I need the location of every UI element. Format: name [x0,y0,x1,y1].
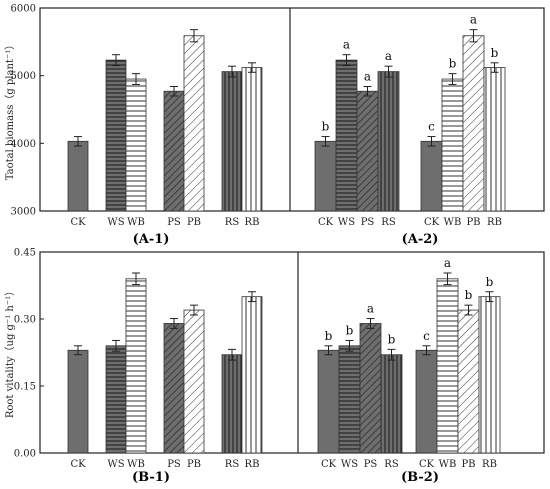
a-2-bar-ws [335,59,358,212]
b-1-bar-rb [241,296,263,454]
b-1-category-label: RB [245,459,260,470]
a-2-sig-letter: b [491,46,499,60]
y-axis-title-top: Taotal biomass（g plant⁻¹） [4,40,16,180]
b-2-category-label: PB [461,459,475,470]
a-2-sig-letter: c [428,120,435,134]
b-2-bar-rb [478,296,501,454]
a-1-category-label: RB [245,217,260,228]
b-1-bar-ws [105,345,127,454]
a-2-category-label: WB [444,217,462,228]
b-2-category-label: WB [439,459,457,470]
b-2-sig-letter: b [346,323,354,337]
b-2-bar-wb [436,278,459,454]
a-1-bar-wb [125,78,147,212]
b-2-bar-ws [338,345,361,454]
a-1-category-label: WS [107,217,124,228]
b-2-sig-letter: b [465,288,473,302]
b-2-sig-letter: b [325,329,333,343]
a-2-bar-ps [356,90,379,212]
a-2-category-label: WS [338,217,355,228]
a-2-category-label: CK [424,217,440,228]
a-1-ytick-label: 3000 [11,207,36,218]
b-2-category-label: PS [364,459,378,470]
a-2-sig-letter: a [343,38,350,52]
b-1-ytick-label: 0.30 [14,315,36,326]
b-2-category-label: RB [482,459,497,470]
a-1-category-label: PS [167,217,181,228]
b-1-bar-pb [183,309,205,454]
a-1-category-label: RS [225,217,240,228]
bottom-panel-frame [39,251,545,454]
a-2-sig-letter: a [470,13,477,27]
a-2-sig-letter: a [364,69,371,83]
a-1-ytick-label: 4000 [11,139,36,150]
b-2-category-label: RS [384,459,399,470]
b-1-category-label: PB [187,459,201,470]
b-1-category-label: CK [70,459,86,470]
b-2-sig-letter: b [388,332,396,346]
b-1-ytick-label: 0.00 [14,449,36,460]
a-2-category-label: CK [318,217,334,228]
a-2-bar-ck [420,140,443,212]
a-1-bar-pb [183,35,205,212]
a-1-bar-rb [241,67,263,212]
a-2-bar-rb [483,67,506,212]
b-2-sig-letter: a [444,256,451,270]
a-2-sig-letter: b [322,120,330,134]
panel-label-a1: (A-1) [133,232,170,247]
a-2-bar-ck [314,140,337,212]
a-1-category-label: CK [70,217,86,228]
a-2-bar-rs [377,71,400,212]
b-2-sig-letter: b [486,275,494,289]
panel-label-b2: (B-2) [401,470,439,485]
a-1-bar-rs [221,71,243,212]
a-1-category-label: PB [187,217,201,228]
a-2-sig-letter: a [385,49,392,63]
panel-label-b1: (B-1) [132,470,170,485]
a-1-ytick-label: 6000 [11,4,36,15]
b-2-sig-letter: a [367,302,374,316]
b-2-bar-rs [380,354,403,454]
a-1-bar-ps [163,90,185,212]
top-panel-frame [39,7,545,212]
b-2-bar-pb [457,309,480,454]
panel-label-a2: (A-2) [402,232,439,247]
b-2-bar-ck [415,349,438,454]
b-1-category-label: WB [127,459,145,470]
b-2-category-label: CK [321,459,337,470]
b-1-bar-wb [125,278,147,454]
a-2-bar-wb [441,78,464,212]
b-1-category-label: PS [167,459,181,470]
b-2-bar-ps [359,323,382,454]
b-1-bar-rs [221,354,243,454]
a-2-sig-letter: b [449,57,457,71]
y-axis-title-bottom: Root vitality（ug g⁻¹ h⁻¹） [4,286,16,418]
b-1-ytick-label: 0.45 [14,248,36,259]
b-1-ytick-label: 0.15 [14,382,36,393]
a-2-category-label: PS [361,217,375,228]
a-2-category-label: RS [381,217,396,228]
b-2-bar-ck [317,349,340,454]
a-1-category-label: WB [127,217,145,228]
b-1-category-label: RS [225,459,240,470]
b-1-bar-ck [67,349,89,454]
a-2-bar-pb [462,35,485,212]
a-2-category-label: PB [466,217,480,228]
a-1-bar-ws [105,59,127,212]
b-2-category-label: CK [419,459,435,470]
a-1-ytick-label: 5000 [11,71,36,82]
b-1-bar-ps [163,323,185,454]
b-1-category-label: WS [107,459,124,470]
a-2-category-label: RB [487,217,502,228]
b-2-category-label: WS [341,459,358,470]
b-2-sig-letter: c [423,329,430,343]
a-1-bar-ck [67,140,89,212]
